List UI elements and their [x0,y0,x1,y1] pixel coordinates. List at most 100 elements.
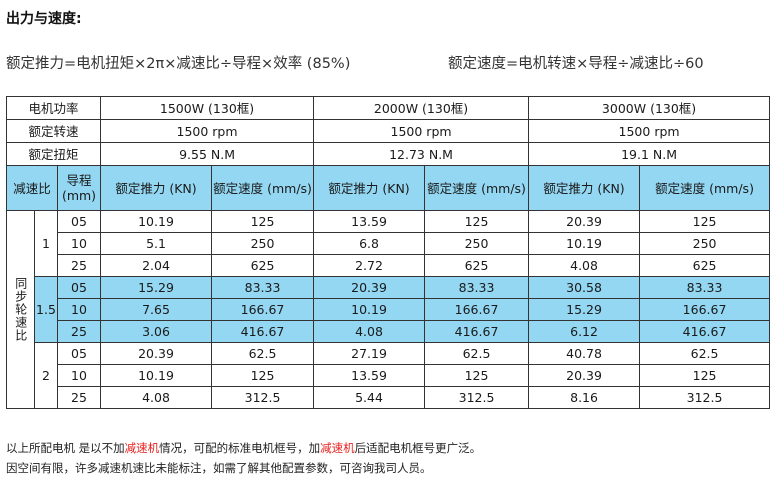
thrust-header: 额定推力 (KN) [100,165,213,211]
section-title: 出力与速度: [6,11,82,27]
table-row: 2 05 20.39 62.5 27.19 62.5 40.78 62.5 [7,342,771,409]
motor-power-label: 电机功率 [5,96,102,120]
table-row: 10 10.19 125 13.59 125 20.39 125 [7,364,771,387]
thrust-cell: 10.19 [100,364,213,387]
speed-cell: 625 [424,254,530,277]
speed-cell: 125 [424,364,530,387]
sync-wheel-ratio-label: 同步轮速比 [6,210,35,409]
ratio-header: 减速比 [6,165,58,211]
speed-cell: 250 [424,232,530,255]
note-highlight: 减速机 [320,441,355,455]
speed-cell: 625 [639,254,771,277]
thrust-cell: 5.1 [100,232,213,255]
thrust-cell: 4.08 [313,320,426,343]
note-text: 后适配电机框号更广泛。 [354,441,482,455]
speed-cell: 250 [211,232,315,255]
rated-torque-cell: 9.55 N.M [100,142,315,166]
rated-rpm-label: 额定转速 [5,119,102,143]
ratio-cell: 1.5 [34,276,58,343]
footnote-1: 以上所配电机 是以不加减速机情况，可配的标准电机框号，加减速机后适配电机框号更广… [6,440,481,456]
thrust-cell: 20.39 [100,342,213,365]
thrust-cell: 27.19 [313,342,426,365]
speed-cell: 312.5 [211,386,315,409]
speed-cell: 62.5 [211,342,315,365]
speed-cell: 62.5 [424,342,530,365]
thrust-cell: 4.08 [100,386,213,409]
lead-cell: 05 [56,276,102,299]
thrust-formula: 额定推力=电机扭矩×2π×减速比÷导程×效率 (85%) [6,56,351,72]
speed-cell: 125 [211,210,315,233]
speed-cell: 625 [211,254,315,277]
speed-cell: 83.33 [424,276,530,299]
table-row: 25 4.08 312.5 5.44 312.5 8.16 312.5 [7,386,771,409]
thrust-cell: 2.72 [313,254,426,277]
speed-cell: 250 [639,232,771,255]
motor-power-cell: 3000W (130框) [528,96,771,120]
note-text: 情况，可配的标准电机框号，加 [159,441,321,455]
thrust-cell: 30.58 [528,276,641,299]
lead-cell: 10 [56,232,102,255]
table-row: 25 3.06 416.67 4.08 416.67 6.12 416.67 [7,320,771,343]
thrust-header: 额定推力 (KN) [313,165,426,211]
speed-cell: 83.33 [211,276,315,299]
thrust-header: 额定推力 (KN) [528,165,641,211]
lead-cell: 25 [56,386,102,409]
thrust-cell: 7.65 [100,298,213,321]
ratio-cell: 2 [34,342,58,409]
table-row: 10 7.65 166.67 10.19 166.67 15.29 166.67 [7,298,771,321]
rated-rpm-cell: 1500 rpm [100,119,315,143]
table-row: 同步轮速比 1 05 10.19 125 13.59 125 20.39 125 [6,210,771,409]
speed-cell: 125 [211,364,315,387]
lead-cell: 25 [56,254,102,277]
rated-rpm-cell: 1500 rpm [313,119,530,143]
note-highlight: 减速机 [124,441,160,455]
spec-table: 电机功率 1500W (130框) 2000W (130框) 3000W (13… [5,96,771,409]
thrust-cell: 13.59 [313,210,426,233]
speed-cell: 125 [639,210,771,233]
speed-cell: 166.67 [639,298,771,321]
speed-formula: 额定速度=电机转速×导程÷减速比÷60 [448,56,704,72]
lead-cell: 05 [56,210,102,233]
lead-cell: 10 [56,298,102,321]
speed-cell: 312.5 [639,386,771,409]
thrust-cell: 13.59 [313,364,426,387]
speed-cell: 166.67 [211,298,315,321]
thrust-cell: 20.39 [528,364,641,387]
thrust-cell: 5.44 [313,386,426,409]
speed-header: 额定速度 (mm/s) [424,165,530,211]
thrust-cell: 4.08 [528,254,641,277]
rated-torque-cell: 19.1 N.M [528,142,771,166]
lead-cell: 10 [56,364,102,387]
motor-power-cell: 2000W (130框) [313,96,530,120]
table-row: 10 5.1 250 6.8 250 10.19 250 [7,232,771,255]
thrust-cell: 6.12 [528,320,641,343]
speed-cell: 83.33 [639,276,771,299]
thrust-cell: 2.04 [100,254,213,277]
lead-cell: 25 [56,320,102,343]
ratio-cell: 1 [34,210,58,277]
thrust-cell: 20.39 [313,276,426,299]
thrust-cell: 20.39 [528,210,641,233]
rated-rpm-cell: 1500 rpm [528,119,771,143]
thrust-cell: 40.78 [528,342,641,365]
rated-torque-cell: 12.73 N.M [313,142,530,166]
thrust-cell: 10.19 [100,210,213,233]
thrust-cell: 15.29 [528,298,641,321]
thrust-cell: 6.8 [313,232,426,255]
thrust-cell: 10.19 [313,298,426,321]
table-row: 25 2.04 625 2.72 625 4.08 625 [7,254,771,277]
speed-cell: 416.67 [424,320,530,343]
thrust-cell: 10.19 [528,232,641,255]
thrust-cell: 15.29 [100,276,213,299]
speed-cell: 312.5 [424,386,530,409]
speed-header: 额定速度 (mm/s) [639,165,771,211]
motor-power-cell: 1500W (130框) [100,96,315,120]
footnote-2: 因空间有限，许多减速机速比未能标注，如需了解其他配置参数，可咨询我司人员。 [6,461,432,475]
lead-cell: 05 [56,342,102,365]
speed-cell: 125 [639,364,771,387]
speed-cell: 416.67 [639,320,771,343]
speed-header: 额定速度 (mm/s) [211,165,315,211]
speed-cell: 125 [424,210,530,233]
note-text: 以上所配电机 是以不加 [6,441,125,455]
lead-header: 导程 (mm) [56,165,102,211]
